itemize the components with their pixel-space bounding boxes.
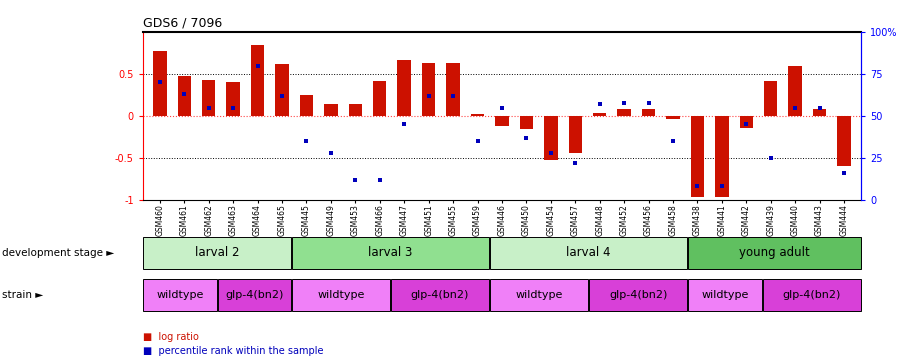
Bar (422, 63, 436, 116)
Text: development stage ►: development stage ► (2, 247, 114, 258)
Bar (544, 116, 557, 161)
Bar (217, 280, 291, 311)
Bar (617, 109, 631, 116)
Text: young adult: young adult (739, 246, 810, 259)
Bar (788, 66, 802, 116)
Bar (593, 113, 606, 116)
Bar (519, 116, 533, 130)
Bar (740, 116, 753, 128)
Bar (178, 76, 191, 116)
Text: glp-4(bn2): glp-4(bn2) (609, 290, 668, 301)
Text: GDS6 / 7096: GDS6 / 7096 (143, 16, 222, 30)
Bar (391, 280, 489, 311)
Bar (398, 60, 411, 116)
Bar (153, 51, 167, 116)
Bar (275, 64, 289, 116)
Bar (299, 95, 313, 116)
Bar (447, 63, 460, 116)
Text: larval 4: larval 4 (566, 246, 611, 259)
Text: wildtype: wildtype (317, 290, 365, 301)
Bar (642, 109, 655, 116)
Bar (144, 237, 291, 268)
Bar (688, 237, 860, 268)
Bar (144, 280, 216, 311)
Text: wildtype: wildtype (516, 290, 563, 301)
Bar (349, 104, 362, 116)
Text: glp-4(bn2): glp-4(bn2) (225, 290, 284, 301)
Text: glp-4(bn2): glp-4(bn2) (411, 290, 469, 301)
Bar (688, 280, 762, 311)
Bar (666, 116, 680, 119)
Bar (227, 82, 239, 116)
Text: ■  log ratio: ■ log ratio (143, 332, 199, 342)
Text: wildtype: wildtype (701, 290, 749, 301)
Bar (495, 116, 508, 126)
Bar (490, 237, 687, 268)
Bar (691, 116, 705, 197)
Bar (837, 116, 851, 166)
Bar (202, 80, 216, 116)
Text: larval 3: larval 3 (368, 246, 413, 259)
Text: ■  percentile rank within the sample: ■ percentile rank within the sample (143, 346, 323, 356)
Text: wildtype: wildtype (157, 290, 204, 301)
Bar (589, 280, 687, 311)
Bar (292, 237, 489, 268)
Text: glp-4(bn2): glp-4(bn2) (783, 290, 841, 301)
Bar (251, 45, 264, 116)
Text: larval 2: larval 2 (195, 246, 239, 259)
Bar (490, 280, 589, 311)
Bar (764, 81, 777, 116)
Bar (568, 116, 582, 153)
Bar (373, 81, 387, 116)
Bar (813, 109, 826, 116)
Bar (292, 280, 390, 311)
Bar (324, 104, 338, 116)
Bar (471, 114, 484, 116)
Text: strain ►: strain ► (2, 290, 43, 301)
Bar (715, 116, 729, 197)
Bar (763, 280, 860, 311)
